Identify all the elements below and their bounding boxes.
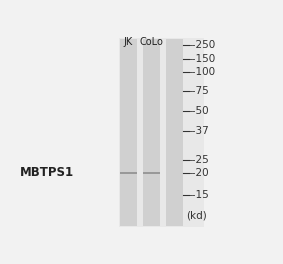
Bar: [143, 39, 160, 226]
Text: JK: JK: [124, 37, 133, 47]
Text: --25: --25: [189, 155, 210, 165]
Text: CoLo: CoLo: [140, 37, 164, 47]
Bar: [120, 172, 137, 174]
Text: --37: --37: [189, 126, 210, 136]
Text: --50: --50: [189, 106, 209, 116]
Text: --100: --100: [189, 67, 216, 77]
Bar: [143, 172, 160, 174]
Bar: [166, 39, 183, 226]
Text: --75: --75: [189, 86, 210, 96]
Text: --20: --20: [189, 168, 209, 178]
Text: --15: --15: [189, 190, 210, 200]
Text: --150: --150: [189, 54, 216, 64]
Text: --250: --250: [189, 40, 216, 50]
Text: (kd): (kd): [186, 211, 207, 221]
Text: MBTPS1: MBTPS1: [20, 167, 74, 180]
Bar: [119, 38, 204, 227]
Bar: [120, 39, 137, 226]
